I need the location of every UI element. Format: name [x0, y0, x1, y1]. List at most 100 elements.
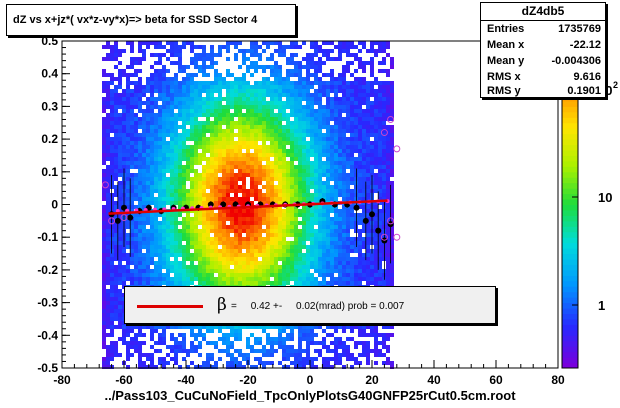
heatmap-cell	[262, 149, 266, 153]
heatmap-cell	[302, 105, 306, 109]
heatmap-cell	[322, 145, 326, 149]
heatmap-cell	[370, 85, 374, 89]
heatmap-cell	[114, 45, 118, 49]
heatmap-cell	[178, 165, 182, 169]
heatmap-cell	[330, 117, 334, 121]
heatmap-cell	[202, 69, 206, 73]
heatmap-cell	[342, 241, 346, 245]
heatmap-cell	[382, 325, 386, 329]
heatmap-cell	[306, 213, 310, 217]
heatmap-cell	[286, 117, 290, 121]
heatmap-cell	[218, 93, 222, 97]
heatmap-cell	[186, 137, 190, 141]
heatmap-cell	[154, 165, 158, 169]
heatmap-cell	[306, 361, 310, 365]
heatmap-cell	[230, 157, 234, 161]
heatmap-cell	[134, 269, 138, 273]
heatmap-cell	[154, 133, 158, 137]
heatmap-cell	[214, 197, 218, 201]
heatmap-cell	[150, 237, 154, 241]
heatmap-cell	[330, 145, 334, 149]
heatmap-cell	[258, 277, 262, 281]
heatmap-cell	[126, 65, 130, 69]
heatmap-cell	[274, 325, 278, 329]
heatmap-cell	[258, 105, 262, 109]
heatmap-cell	[250, 101, 254, 105]
heatmap-cell	[282, 257, 286, 261]
heatmap-cell	[210, 253, 214, 257]
heatmap-cell	[122, 153, 126, 157]
heatmap-cell	[374, 185, 378, 189]
heatmap-cell	[302, 85, 306, 89]
heatmap-cell	[310, 209, 314, 213]
heatmap-cell	[282, 209, 286, 213]
heatmap-cell	[286, 337, 290, 341]
heatmap-cell	[186, 117, 190, 121]
heatmap-cell	[170, 169, 174, 173]
heatmap-cell	[174, 325, 178, 329]
heatmap-cell	[178, 341, 182, 345]
heatmap-cell	[106, 289, 110, 293]
heatmap-cell	[118, 173, 122, 177]
heatmap-cell	[190, 101, 194, 105]
heatmap-cell	[186, 77, 190, 81]
heatmap-cell	[242, 257, 246, 261]
heatmap-cell	[218, 169, 222, 173]
heatmap-cell	[366, 325, 370, 329]
heatmap-cell	[266, 121, 270, 125]
heatmap-cell	[138, 345, 142, 349]
heatmap-cell	[374, 329, 378, 333]
heatmap-cell	[114, 317, 118, 321]
heatmap-cell	[282, 77, 286, 81]
heatmap-cell	[214, 225, 218, 229]
heatmap-cell	[362, 149, 366, 153]
heatmap-cell	[298, 161, 302, 165]
heatmap-cell	[338, 221, 342, 225]
heatmap-cell	[354, 245, 358, 249]
heatmap-cell	[230, 217, 234, 221]
heatmap-cell	[178, 221, 182, 225]
heatmap-cell	[218, 261, 222, 265]
heatmap-cell	[214, 121, 218, 125]
heatmap-cell	[298, 133, 302, 137]
heatmap-cell	[246, 165, 250, 169]
heatmap-cell	[218, 49, 222, 53]
heatmap-cell	[142, 125, 146, 129]
heatmap-cell	[318, 205, 322, 209]
heatmap-cell	[310, 177, 314, 181]
heatmap-cell	[370, 61, 374, 65]
heatmap-cell	[214, 361, 218, 365]
heatmap-cell	[270, 273, 274, 277]
heatmap-cell	[382, 361, 386, 365]
heatmap-cell	[126, 93, 130, 97]
heatmap-cell	[150, 173, 154, 177]
heatmap-cell	[134, 281, 138, 285]
heatmap-cell	[198, 89, 202, 93]
heatmap-cell	[302, 173, 306, 177]
heatmap-cell	[106, 317, 110, 321]
heatmap-cell	[218, 121, 222, 125]
heatmap-cell	[170, 133, 174, 137]
heatmap-cell	[338, 137, 342, 141]
heatmap-cell	[230, 161, 234, 165]
heatmap-cell	[226, 237, 230, 241]
heatmap-cell	[214, 189, 218, 193]
heatmap-cell	[190, 209, 194, 213]
heatmap-cell	[266, 265, 270, 269]
heatmap-cell	[106, 41, 110, 45]
heatmap-cell	[198, 153, 202, 157]
heatmap-cell	[102, 277, 106, 281]
heatmap-cell	[154, 137, 158, 141]
heatmap-cell	[306, 341, 310, 345]
heatmap-cell	[298, 141, 302, 145]
heatmap-cell	[166, 165, 170, 169]
heatmap-cell	[154, 85, 158, 89]
heatmap-cell	[214, 193, 218, 197]
heatmap-cell	[114, 309, 118, 313]
heatmap-cell	[230, 365, 234, 369]
heatmap-cell	[126, 341, 130, 345]
heatmap-cell	[134, 57, 138, 61]
heatmap-cell	[306, 153, 310, 157]
heatmap-cell	[286, 101, 290, 105]
heatmap-cell	[126, 353, 130, 357]
